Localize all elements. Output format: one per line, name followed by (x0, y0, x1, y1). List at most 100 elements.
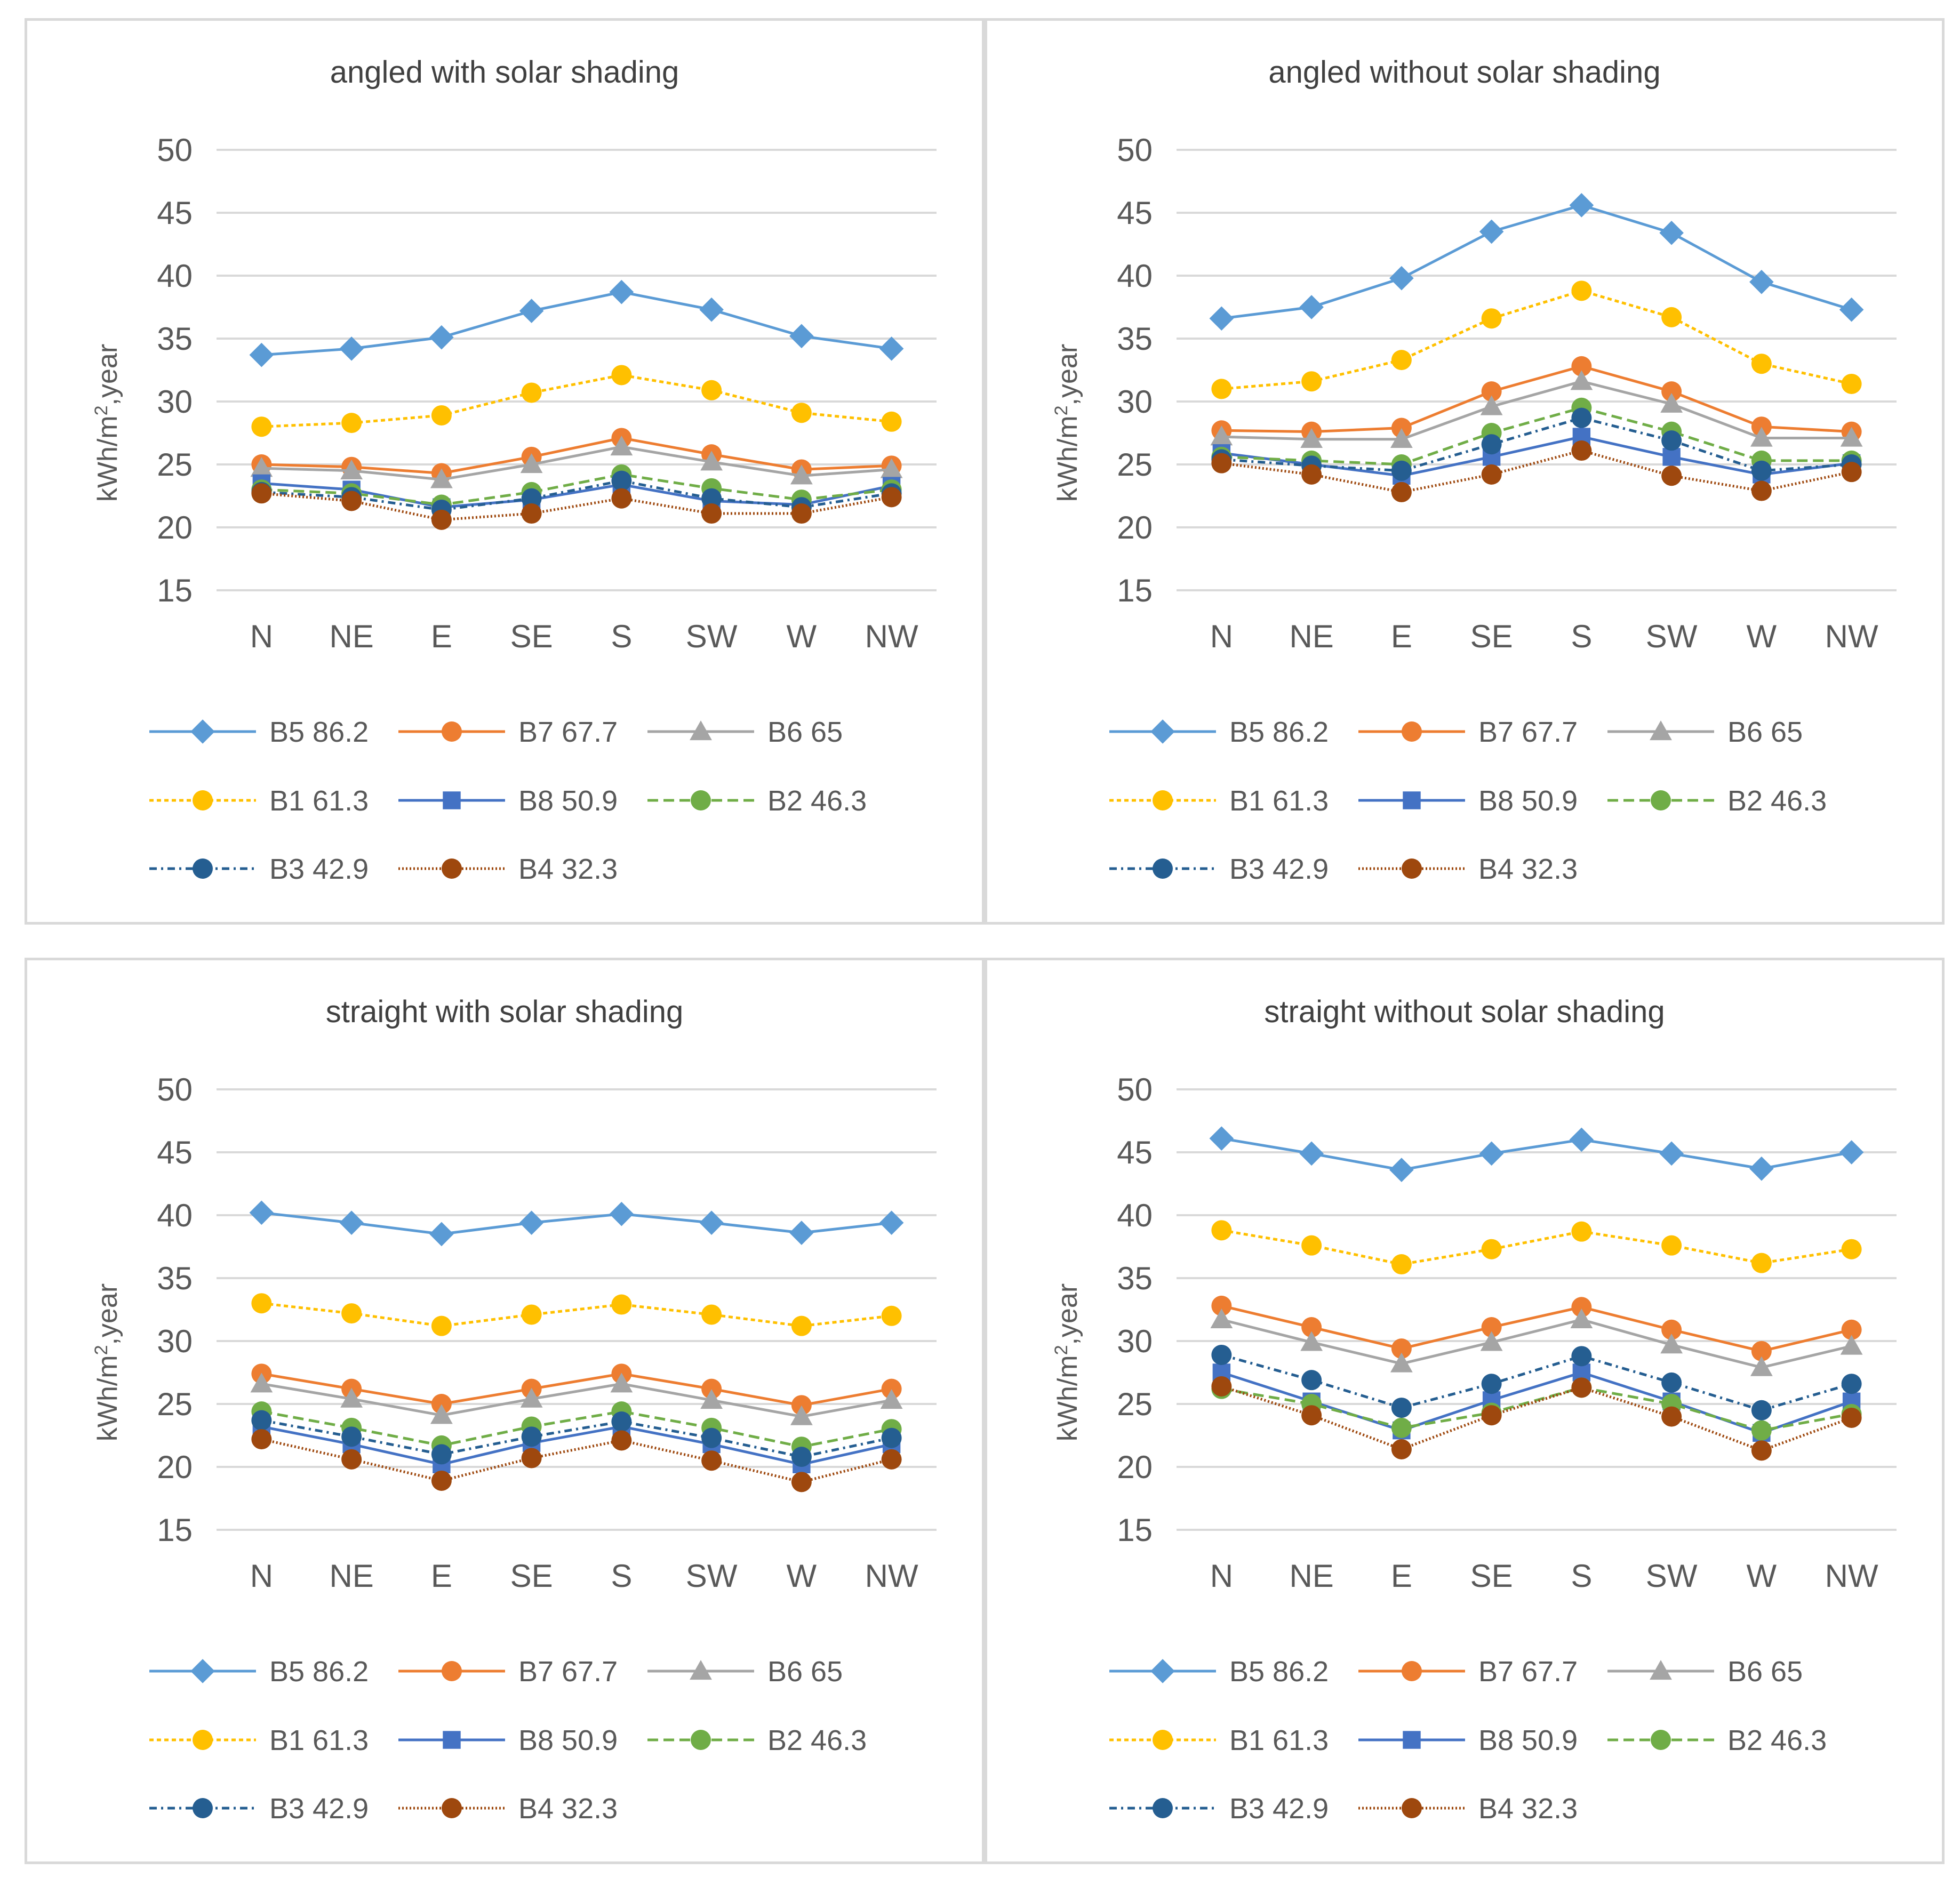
legend-marker (193, 790, 213, 810)
legend-item-b7-67-7: B7 67.7 (1358, 716, 1578, 748)
data-point (1211, 1376, 1232, 1397)
data-point (1661, 1406, 1682, 1427)
y-tick-label: 25 (157, 447, 193, 483)
x-category-label: SE (1470, 619, 1513, 654)
x-category-label: SW (686, 1558, 738, 1594)
y-tick-label: 15 (1117, 1512, 1153, 1548)
series-line (261, 1438, 892, 1483)
data-point (1660, 392, 1683, 413)
x-category-label: SE (510, 619, 553, 654)
data-point (1571, 356, 1592, 376)
legend-marker (193, 1730, 213, 1750)
data-point (1570, 370, 1593, 390)
legend-marker (691, 1730, 711, 1750)
chart-title: angled with solar shading (330, 55, 679, 90)
data-point (699, 297, 724, 322)
series-b6-65 (250, 436, 903, 488)
legend-marker (1402, 1798, 1422, 1818)
chart-panel-straight-without-shading: straight without solar shading 15 20 25 30 3… (985, 958, 1945, 1864)
data-point (881, 411, 902, 432)
data-point (1481, 308, 1502, 329)
data-point (1299, 1141, 1324, 1166)
legend-item-b4-32-3: B4 32.3 (398, 853, 618, 885)
data-point (1481, 464, 1502, 485)
legend-marker (1651, 1730, 1671, 1750)
data-point (1480, 395, 1503, 415)
data-point (1661, 1235, 1682, 1256)
x-category-label: N (1210, 619, 1233, 654)
legend-marker (1402, 1661, 1422, 1681)
legend-marker (690, 1660, 712, 1680)
legend-label: B7 67.7 (1478, 1656, 1578, 1688)
data-point (1659, 1141, 1684, 1166)
data-point (881, 1449, 902, 1470)
series-line (1221, 449, 1852, 494)
data-point (1662, 448, 1681, 466)
legend-label: B7 67.7 (1478, 716, 1578, 748)
data-point (429, 325, 454, 350)
data-point (341, 413, 362, 434)
y-tick-label: 45 (1117, 1135, 1153, 1170)
y-tick-label: 35 (157, 321, 193, 357)
data-point (520, 1387, 543, 1408)
data-point (1391, 1439, 1412, 1459)
data-point (1661, 381, 1682, 402)
legend-item-b3-42-9: B3 42.9 (1109, 853, 1329, 885)
data-point (1391, 1254, 1412, 1275)
data-point (611, 1294, 632, 1315)
x-category-label: SW (1646, 619, 1698, 654)
legend-marker (1150, 719, 1175, 744)
chart-svg: angled with solar shading 15 20 25 30 35 40 45… (91, 55, 937, 885)
data-point (251, 483, 272, 504)
data-point (1841, 1374, 1862, 1394)
data-point (1301, 1317, 1322, 1338)
data-point (1571, 1346, 1592, 1367)
chart-panel-angled-with-shading: angled with solar shading 15 20 25 30 35 40 45… (25, 18, 985, 925)
y-tick-label: 35 (1117, 321, 1153, 357)
legend-label: B3 42.9 (1229, 1793, 1329, 1825)
legend-marker (1402, 858, 1422, 879)
y-tick-label: 35 (157, 1261, 193, 1296)
legend-item-b4-32-3: B4 32.3 (1358, 1793, 1578, 1825)
data-point (610, 436, 633, 456)
data-point (611, 365, 632, 386)
data-point (1209, 306, 1234, 331)
series-line (1221, 1371, 1852, 1434)
data-point (1301, 1370, 1322, 1391)
y-tick-label: 45 (157, 1135, 193, 1170)
data-point (609, 279, 634, 304)
data-point (520, 453, 543, 473)
data-point (1481, 1405, 1502, 1426)
y-tick-label: 25 (1117, 1386, 1153, 1422)
legend-item-b4-32-3: B4 32.3 (398, 1793, 618, 1825)
data-point (430, 468, 453, 488)
legend-item-b8-50-9: B8 50.9 (1358, 785, 1578, 817)
data-point (701, 1427, 722, 1448)
series-line (261, 479, 892, 511)
legend-marker (1153, 1730, 1173, 1750)
data-point (701, 1378, 722, 1399)
legend-label: B5 86.2 (269, 716, 369, 748)
data-point (1480, 1331, 1503, 1351)
series-line (1221, 406, 1852, 466)
legend-item-b5-86-2: B5 86.2 (1109, 716, 1329, 748)
legend-marker (1153, 790, 1173, 810)
x-category-label: W (1747, 1558, 1777, 1594)
data-point (1391, 460, 1412, 481)
legend-item-b6-65: B6 65 (1607, 1656, 1803, 1688)
chart-title: straight with solar shading (326, 994, 684, 1029)
data-point (519, 299, 544, 323)
y-tick-label: 20 (1117, 510, 1153, 545)
data-point (881, 1305, 902, 1326)
data-point (609, 1201, 634, 1226)
x-category-label: S (1571, 1558, 1592, 1594)
data-point (880, 1389, 903, 1409)
data-point (1301, 1405, 1322, 1426)
data-point (1391, 1417, 1412, 1438)
legend-marker (442, 858, 462, 879)
legend-marker (193, 858, 213, 879)
legend-item-b6-65: B6 65 (647, 1656, 843, 1688)
series-b1-61-3 (1211, 280, 1862, 399)
data-point (1571, 1377, 1592, 1398)
legend-label: B3 42.9 (269, 1793, 369, 1825)
